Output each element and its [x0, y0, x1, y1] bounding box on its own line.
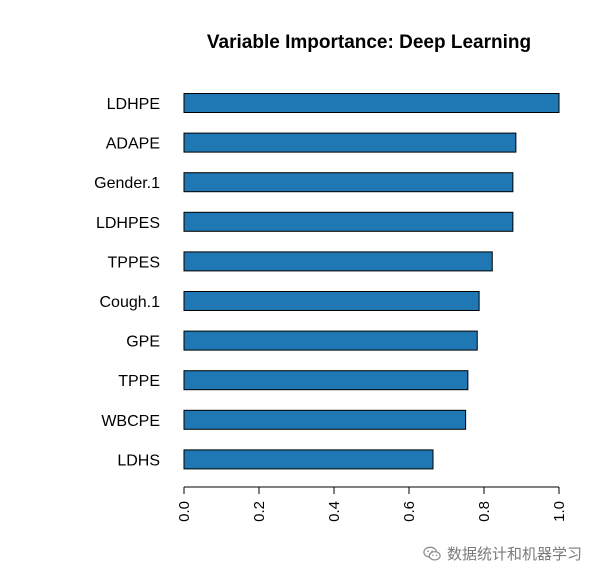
category-label: GPE	[126, 334, 160, 351]
chart-title: Variable Importance: Deep Learning	[207, 32, 531, 53]
bars-group	[183, 93, 560, 470]
category-label: LDHPES	[96, 215, 160, 232]
bar-ldhs	[183, 449, 434, 470]
category-label: TPPE	[118, 373, 160, 390]
bar-ldhpes	[183, 211, 514, 232]
bar-cough-1	[183, 291, 480, 311]
bar-wbcpe	[183, 409, 467, 430]
x-tick-label: 1.0	[551, 501, 568, 522]
category-label: Cough.1	[100, 294, 161, 311]
x-tick-label: 0.0	[176, 501, 193, 522]
x-tick-label: 0.4	[326, 501, 343, 522]
bar-adape	[183, 132, 517, 153]
watermark-text: 数据统计和机器学习	[446, 545, 582, 563]
category-label: Gender.1	[94, 175, 160, 192]
watermark: 数据统计和机器学习	[423, 543, 582, 564]
x-tick-label: 0.2	[251, 501, 268, 522]
bar-ldhpe	[183, 93, 560, 113]
x-tick-label: 0.8	[476, 501, 493, 522]
category-label: LDHS	[117, 452, 160, 469]
bar-tppe	[183, 370, 469, 391]
category-label: WBCPE	[101, 413, 160, 430]
x-tick-label: 0.6	[401, 501, 418, 522]
wechat-icon	[423, 546, 441, 561]
category-label: LDHPE	[107, 96, 160, 113]
category-labels: LDHPE ADAPE Gender.1 LDHPES TPPES Cough.1 GPE T…	[94, 96, 160, 469]
category-label: ADAPE	[106, 136, 160, 153]
category-label: TPPES	[108, 254, 160, 271]
bar-gender-1	[183, 172, 514, 193]
x-axis: 0.0 0.2 0.4 0.6 0.8 1.0	[176, 486, 568, 522]
bar-tppes	[183, 251, 493, 272]
bar-gpe	[183, 330, 478, 351]
